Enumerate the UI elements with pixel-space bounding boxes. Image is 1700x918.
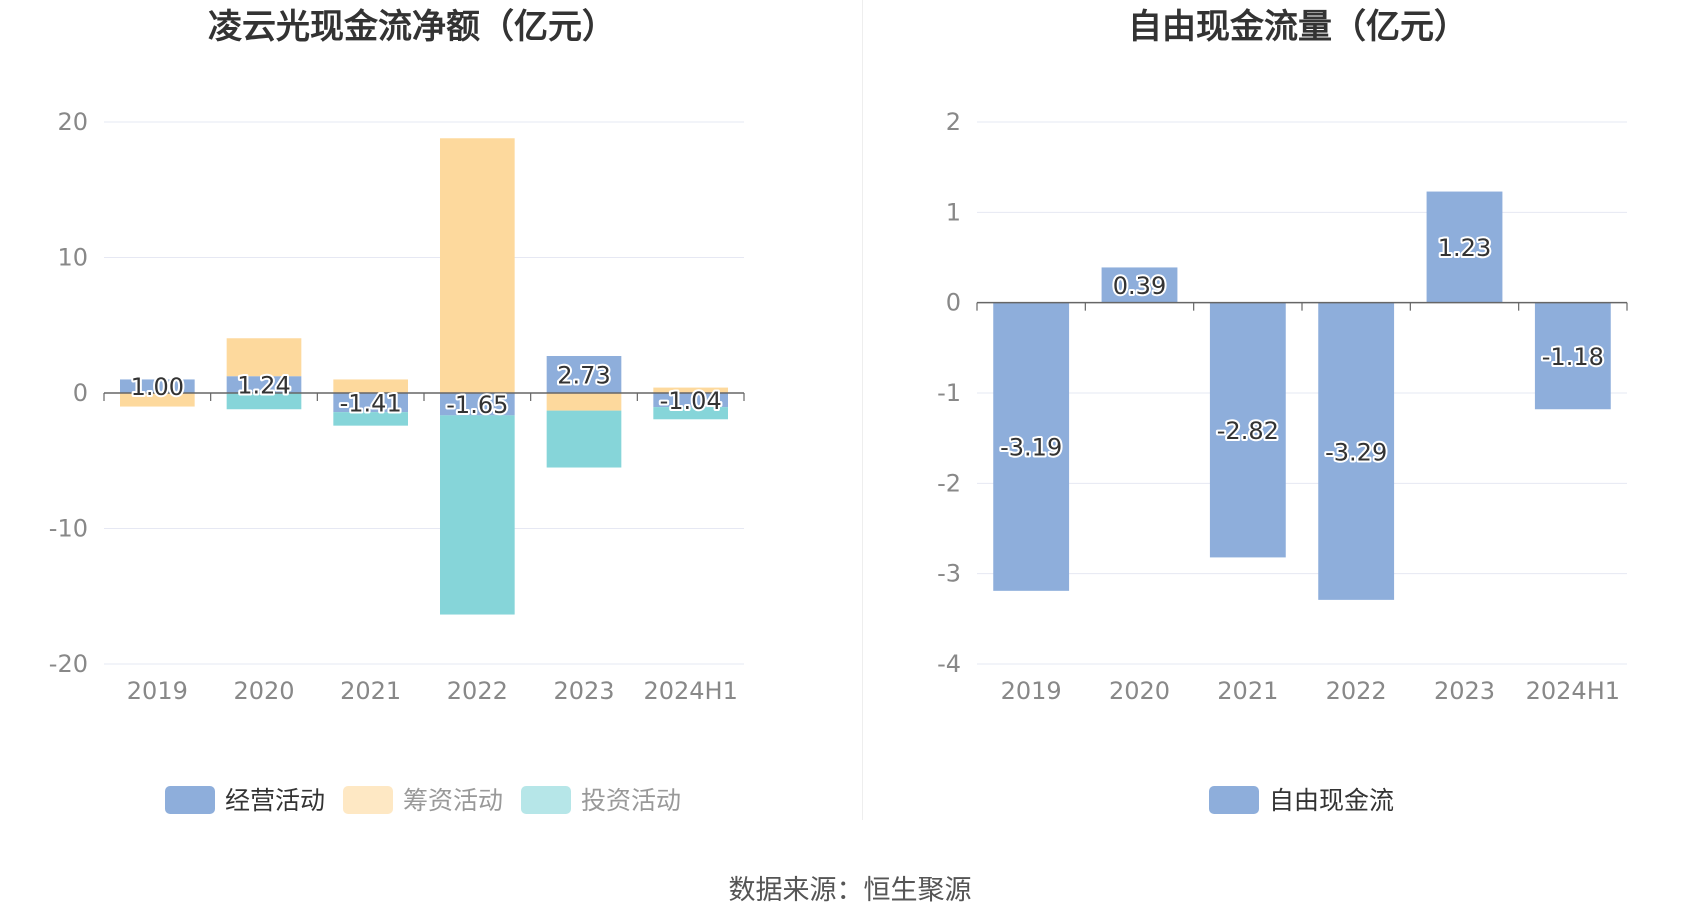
x-tick-label: 2021	[1217, 677, 1278, 705]
legend-label: 筹资活动	[403, 786, 503, 815]
y-tick-label: 10	[57, 244, 88, 272]
bar	[226, 393, 302, 410]
bar	[546, 393, 622, 411]
y-tick-label: -2	[937, 469, 961, 497]
y-tick-label: -10	[49, 515, 88, 543]
x-tick-label: 2021	[340, 677, 401, 705]
bar	[440, 393, 515, 416]
data-label: -1.18	[1542, 343, 1604, 371]
y-tick-label: -1	[937, 379, 961, 407]
chart-title: 自由现金流量（亿元）	[1128, 7, 1468, 47]
data-label: -1.04	[660, 387, 722, 415]
bar	[226, 338, 302, 377]
x-tick-label: 2020	[233, 677, 294, 705]
data-label: 1.00	[131, 373, 184, 401]
legend-label: 投资活动	[581, 786, 681, 815]
y-tick-label: -4	[937, 650, 961, 678]
source-note: 数据来源：恒生聚源	[728, 875, 972, 906]
legend-swatch	[165, 786, 215, 814]
bar	[653, 387, 728, 393]
bar	[120, 379, 195, 393]
legend-swatch	[1209, 786, 1259, 814]
y-tick-label: 1	[946, 198, 961, 226]
legend-label: 自由现金流	[1269, 786, 1394, 815]
bar	[546, 410, 622, 468]
bar	[993, 302, 1070, 591]
y-tick-label: -20	[49, 650, 88, 678]
x-tick-label: 2022	[1326, 677, 1387, 705]
bar	[333, 412, 408, 426]
bar	[1209, 302, 1286, 558]
bar	[1426, 191, 1503, 303]
data-label: 2.73	[557, 362, 610, 390]
bar	[440, 415, 515, 615]
bar	[1534, 302, 1611, 410]
data-label: 1.23	[1438, 234, 1491, 262]
x-tick-label: 2023	[1434, 677, 1495, 705]
bar	[546, 356, 622, 393]
data-label: -1.41	[340, 390, 402, 418]
data-label: -3.29	[1325, 438, 1387, 466]
y-tick-label: 0	[73, 379, 88, 407]
x-tick-label: 2024H1	[1526, 677, 1620, 705]
data-label: -2.82	[1217, 417, 1279, 445]
x-tick-label: 2019	[127, 677, 188, 705]
bar	[440, 138, 515, 393]
chart-title: 凌云光现金流净额（亿元）	[208, 7, 616, 47]
data-label: -3.19	[1000, 434, 1062, 462]
bar	[333, 393, 408, 413]
x-tick-label: 2019	[1001, 677, 1062, 705]
bar	[120, 393, 195, 407]
bar	[653, 407, 728, 420]
y-tick-label: 2	[946, 108, 961, 136]
bar	[333, 379, 408, 393]
y-tick-label: 0	[946, 289, 961, 317]
legend-swatch	[343, 786, 393, 814]
x-tick-label: 2023	[553, 677, 614, 705]
legend-label: 经营活动	[225, 786, 325, 815]
data-label: 0.39	[1113, 272, 1166, 300]
bar	[1101, 267, 1178, 303]
y-tick-label: 20	[57, 108, 88, 136]
chart-divider	[862, 0, 863, 820]
data-label: 1.24	[237, 372, 290, 400]
x-tick-label: 2020	[1109, 677, 1170, 705]
bar	[653, 393, 728, 408]
x-tick-label: 2022	[447, 677, 508, 705]
legend-swatch	[521, 786, 571, 814]
bar	[1318, 302, 1395, 600]
bar	[226, 376, 302, 393]
y-tick-label: -3	[937, 560, 961, 588]
data-label: -1.65	[446, 391, 508, 419]
x-tick-label: 2024H1	[643, 677, 737, 705]
